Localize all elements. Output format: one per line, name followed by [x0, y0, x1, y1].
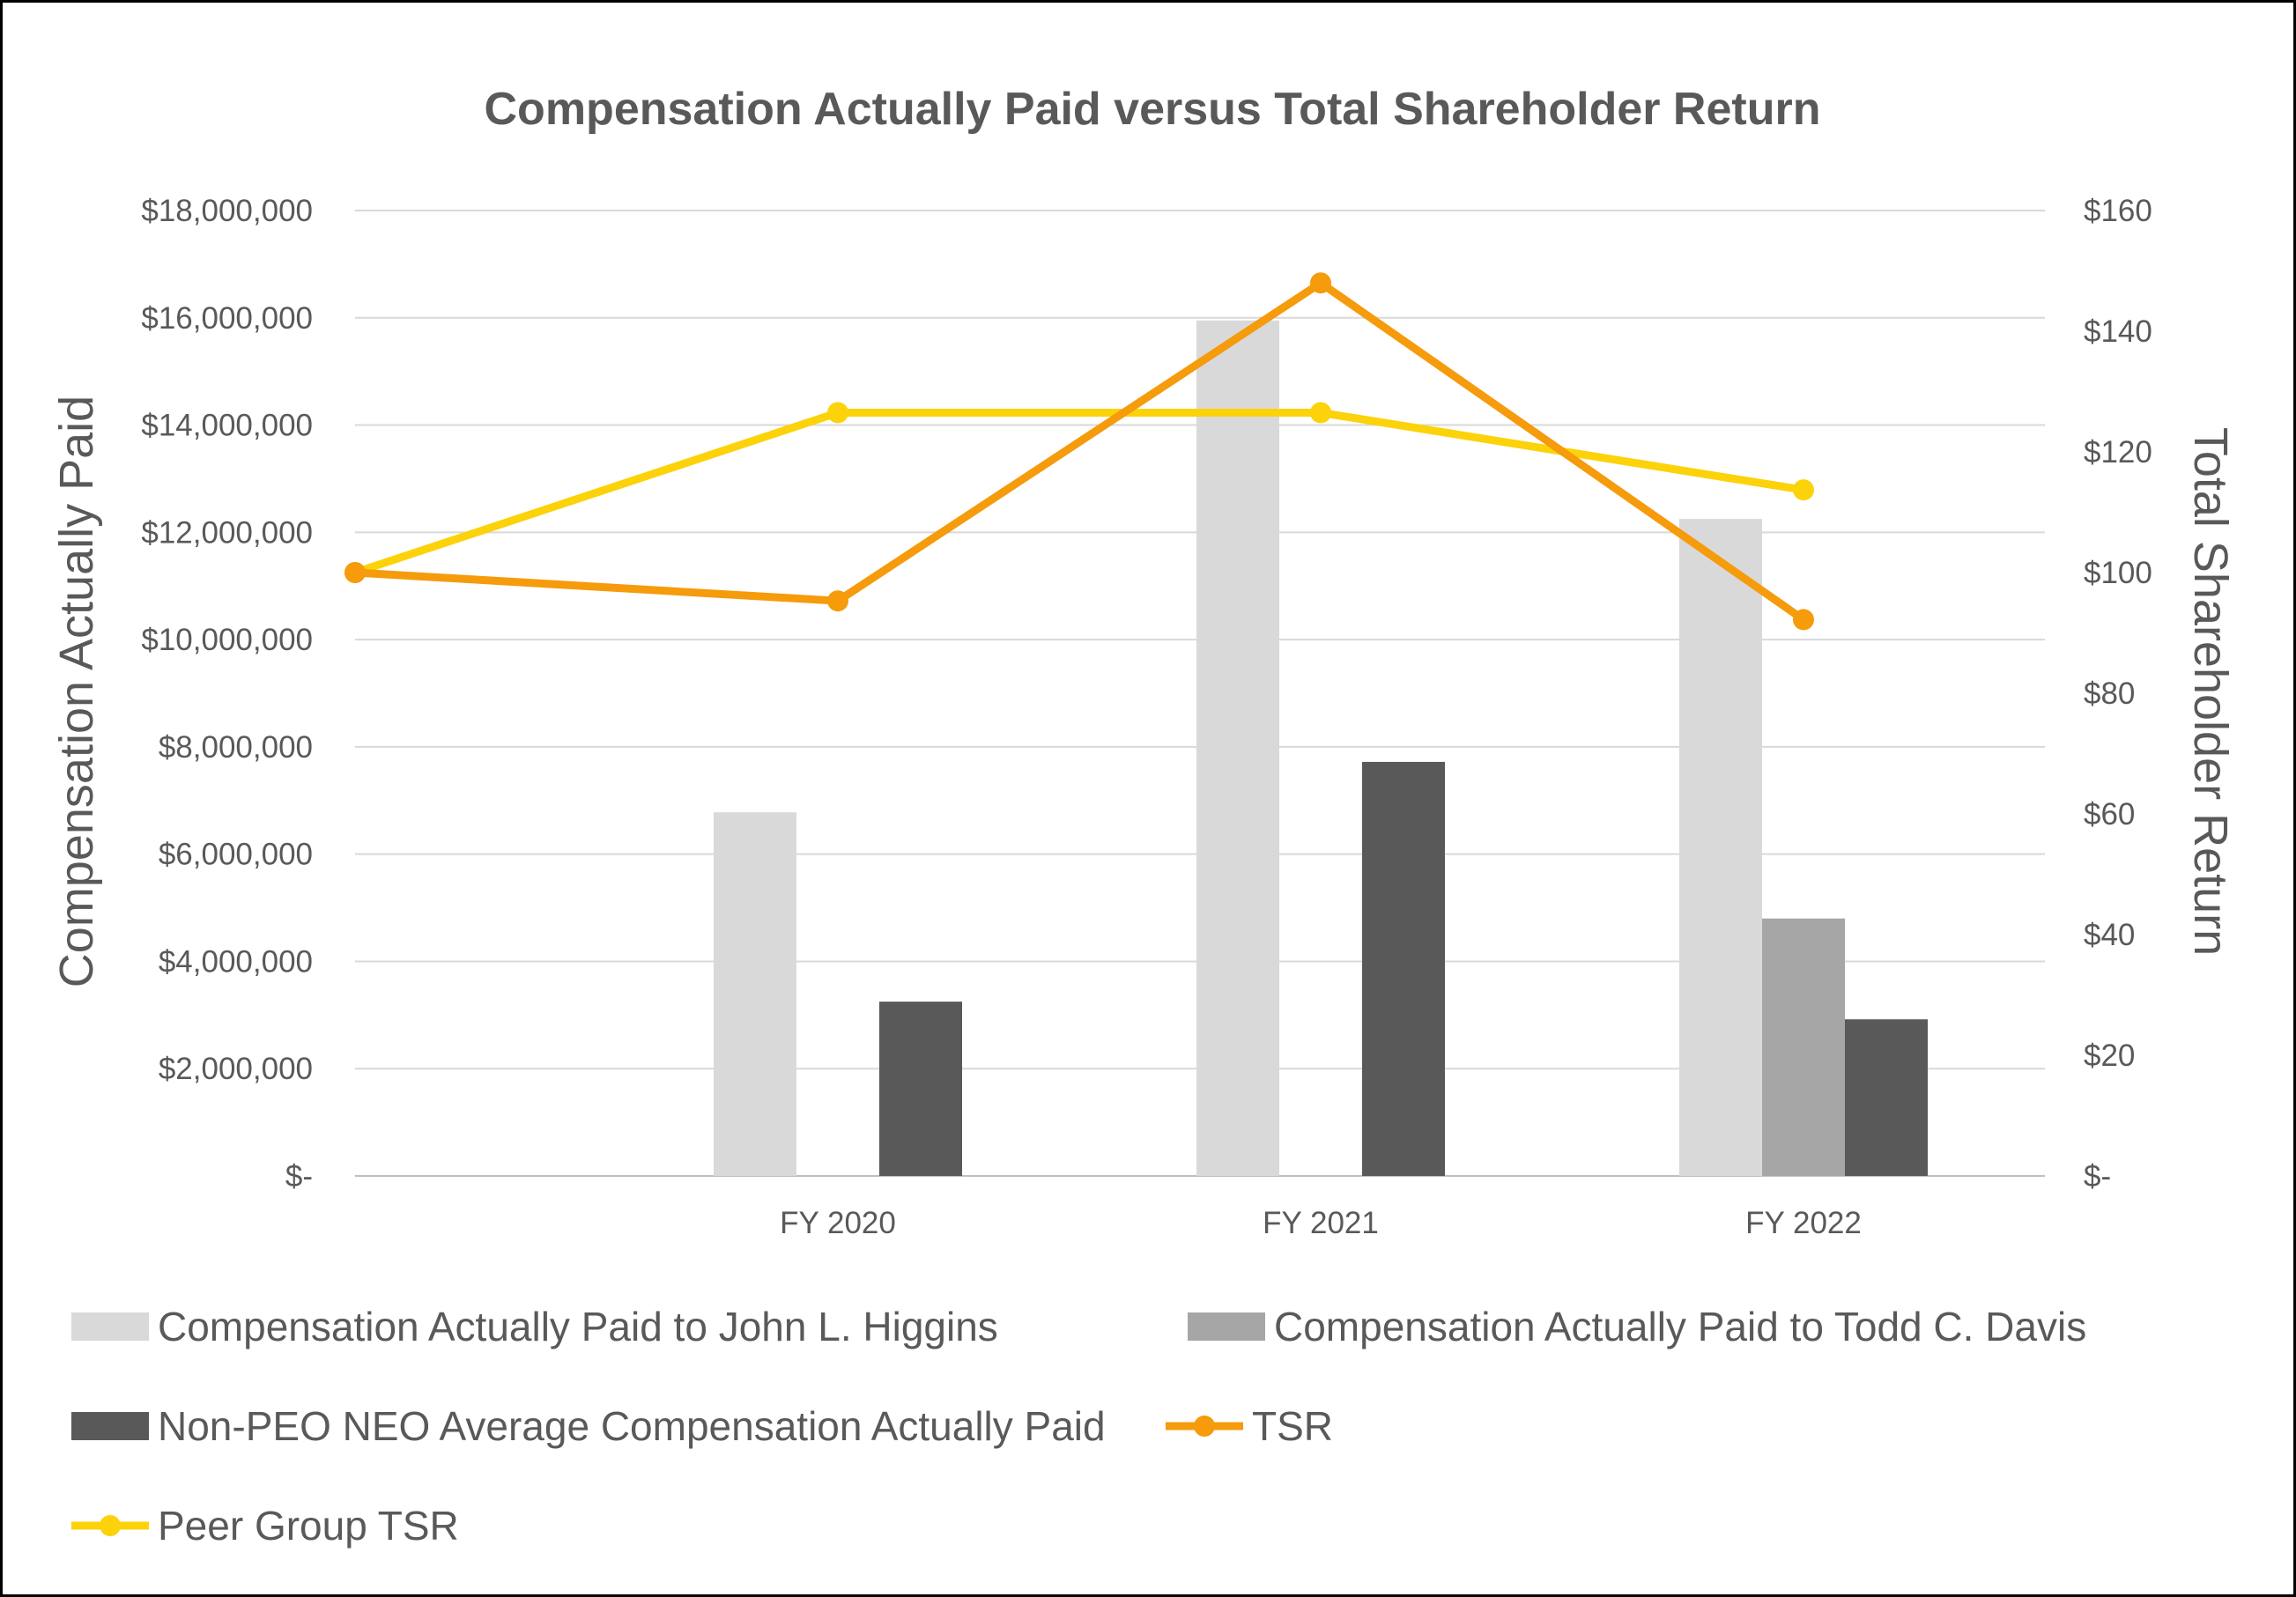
left-tick-label: $16,000,000	[141, 301, 313, 336]
line-point	[1793, 479, 1814, 501]
legend-item: Compensation Actually Paid to John L. Hi…	[71, 1304, 998, 1349]
legend-swatch	[1188, 1312, 1265, 1341]
bar	[1196, 320, 1279, 1176]
left-tick-label: $10,000,000	[141, 623, 313, 657]
legend-swatch	[71, 1312, 149, 1341]
bar	[714, 812, 796, 1176]
right-tick-label: $-	[2084, 1159, 2111, 1194]
right-tick-label: $100	[2084, 556, 2152, 590]
right-tick-label: $140	[2084, 314, 2152, 349]
legend-label: Compensation Actually Paid to John L. Hi…	[158, 1304, 998, 1349]
right-tick-label: $20	[2084, 1039, 2135, 1073]
bar	[1679, 519, 1762, 1176]
left-tick-label: $6,000,000	[159, 838, 313, 872]
bar	[1845, 1019, 1928, 1176]
left-tick-label: $14,000,000	[141, 409, 313, 443]
series-line	[354, 278, 1806, 624]
legend-marker	[100, 1515, 121, 1536]
bar	[1762, 918, 1845, 1176]
line-point	[1793, 609, 1814, 631]
left-tick-label: $-	[285, 1159, 313, 1194]
legend-item: Non-PEO NEO Average Compensation Actuall…	[71, 1403, 1106, 1449]
line-point	[827, 402, 848, 424]
right-tick-label: $40	[2084, 918, 2135, 952]
legend-label: Compensation Actually Paid to Todd C. Da…	[1274, 1304, 2086, 1349]
right-tick-label: $60	[2084, 797, 2135, 832]
right-tick-label: $120	[2084, 435, 2152, 469]
legend-item: Compensation Actually Paid to Todd C. Da…	[1188, 1304, 2086, 1349]
right-axis-ticks: $- $20 $40 $60 $80 $100 $120 $140 $160	[2084, 194, 2152, 1194]
line-point	[1310, 272, 1331, 294]
legend-swatch	[71, 1412, 149, 1440]
left-tick-label: $12,000,000	[141, 515, 313, 550]
x-tick-label: FY 2020	[780, 1206, 896, 1240]
x-axis-ticks: FY 2020 FY 2021 FY 2022	[780, 1206, 1862, 1240]
legend: Compensation Actually Paid to John L. Hi…	[71, 1304, 2086, 1549]
line-point	[344, 562, 366, 583]
bar	[879, 1002, 962, 1176]
bar	[1362, 761, 1445, 1176]
left-tick-label: $2,000,000	[159, 1052, 313, 1086]
left-axis-title: Compensation Actually Paid	[50, 396, 103, 987]
x-tick-label: FY 2022	[1745, 1206, 1862, 1240]
legend-item: TSR	[1166, 1403, 1333, 1449]
left-tick-label: $18,000,000	[141, 194, 313, 228]
left-tick-label: $4,000,000	[159, 944, 313, 979]
chart-svg: Compensation Actually Paid versus Total …	[50, 84, 2237, 1549]
lines	[344, 272, 1814, 631]
line-point	[827, 590, 848, 612]
x-tick-label: FY 2021	[1263, 1206, 1379, 1240]
legend-label: Non-PEO NEO Average Compensation Actuall…	[158, 1403, 1106, 1449]
right-tick-label: $80	[2084, 677, 2135, 711]
right-tick-label: $160	[2084, 194, 2152, 228]
series-line	[353, 408, 1804, 577]
legend-marker	[1194, 1416, 1215, 1437]
line-point	[1310, 402, 1331, 424]
left-tick-label: $8,000,000	[159, 730, 313, 765]
legend-label: TSR	[1252, 1403, 1333, 1449]
bars	[714, 320, 1928, 1176]
legend-label: Peer Group TSR	[158, 1503, 459, 1549]
chart-title: Compensation Actually Paid versus Total …	[485, 84, 1821, 135]
right-axis-title: Total Shareholder Return	[2184, 427, 2237, 956]
left-axis-ticks: $- $2,000,000 $4,000,000 $6,000,000 $8,000,0…	[141, 194, 313, 1194]
legend-item: Peer Group TSR	[71, 1503, 459, 1549]
